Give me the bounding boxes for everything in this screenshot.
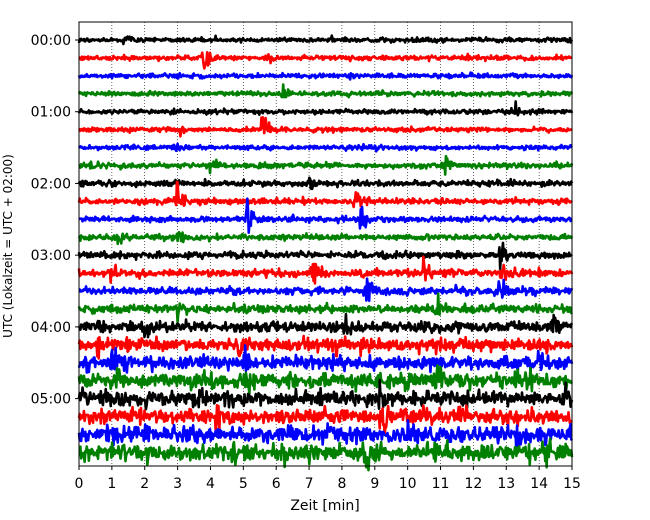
y-tick-label: 02:00 [31, 176, 71, 192]
seismic-trace [78, 437, 574, 472]
y-tick-label: 00:00 [31, 33, 71, 49]
x-axis-label: Zeit [min] [290, 498, 359, 514]
seismic-trace [77, 71, 574, 81]
x-tick-label: 5 [239, 476, 248, 492]
seismic-trace [78, 197, 573, 234]
seismic-trace [77, 176, 574, 191]
x-tick-label: 6 [272, 476, 281, 492]
seismic-trace [77, 404, 573, 438]
y-axis-label: UTC (Lokalzeit = UTC + 02:00) [1, 154, 15, 338]
seismic-trace [78, 115, 573, 138]
x-tick-label: 3 [173, 476, 182, 492]
y-tick-label: 04:00 [31, 320, 71, 336]
seismic-trace [77, 100, 574, 117]
seismic-trace [77, 230, 574, 246]
y-tick-label: 05:00 [31, 392, 71, 408]
x-tick-label: 7 [305, 476, 314, 492]
seismic-trace [77, 334, 574, 360]
seismic-trace [77, 34, 574, 46]
x-tick-label: 4 [206, 476, 215, 492]
seismic-traces [77, 34, 574, 472]
y-tick-label: 03:00 [31, 248, 71, 264]
seismic-trace [77, 180, 573, 209]
x-axis-ticks: 0 1 2 3 4 5 6 7 8 9 10 11 12 13 14 15 [75, 466, 581, 492]
seismic-trace [77, 344, 574, 374]
seismic-trace [77, 378, 574, 411]
x-tick-label: 8 [337, 476, 346, 492]
seismic-trace [77, 255, 574, 285]
seismic-trace [77, 83, 574, 99]
x-tick-label: 0 [75, 476, 84, 492]
y-axis-ticks: 00:00 01:00 02:00 03:00 04:00 05:00 [31, 33, 79, 408]
x-tick-label: 15 [563, 476, 581, 492]
seismic-trace [77, 142, 573, 153]
seismic-trace [78, 51, 573, 70]
seismic-trace [77, 364, 574, 395]
x-tick-label: 14 [530, 476, 548, 492]
x-tick-label: 2 [140, 476, 149, 492]
x-tick-label: 10 [399, 476, 417, 492]
seismic-trace [77, 419, 573, 453]
seismic-trace [77, 312, 574, 339]
y-tick-label: 01:00 [31, 105, 71, 121]
x-tick-label: 12 [464, 476, 482, 492]
x-tick-label: 13 [497, 476, 515, 492]
seismic-trace [78, 277, 574, 303]
seismic-trace [77, 292, 573, 324]
seismic-trace [77, 241, 573, 271]
x-tick-label: 1 [107, 476, 116, 492]
seismic-trace [78, 154, 574, 176]
x-tick-label: 11 [432, 476, 450, 492]
x-tick-label: 9 [370, 476, 379, 492]
plot-frame [78, 21, 573, 467]
